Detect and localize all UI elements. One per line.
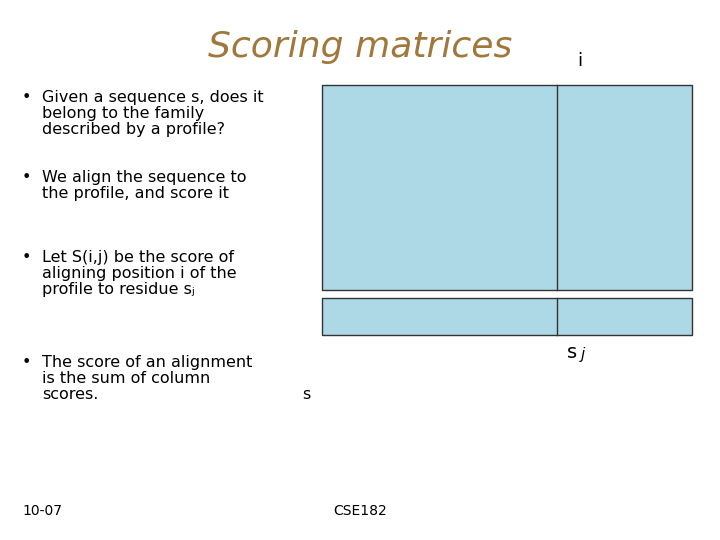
Text: i: i <box>577 52 582 70</box>
Bar <box>322 85 692 290</box>
Text: •: • <box>22 170 32 185</box>
Text: Let S(i,j) be the score of: Let S(i,j) be the score of <box>42 250 234 265</box>
Text: described by a profile?: described by a profile? <box>42 122 225 137</box>
Text: 10-07: 10-07 <box>22 504 62 518</box>
Text: belong to the family: belong to the family <box>42 106 204 121</box>
Text: the profile, and score it: the profile, and score it <box>42 186 229 201</box>
Text: •: • <box>22 250 32 265</box>
Bar <box>322 298 692 335</box>
Text: The score of an alignment: The score of an alignment <box>42 355 253 370</box>
Text: s: s <box>567 343 577 362</box>
Text: CSE182: CSE182 <box>333 504 387 518</box>
Text: We align the sequence to: We align the sequence to <box>42 170 246 185</box>
Text: •: • <box>22 355 32 370</box>
Text: Given a sequence s, does it: Given a sequence s, does it <box>42 90 264 105</box>
Text: Scoring matrices: Scoring matrices <box>208 30 512 64</box>
Text: s: s <box>302 387 310 402</box>
Text: aligning position i of the: aligning position i of the <box>42 266 237 281</box>
Text: profile to residue sⱼ: profile to residue sⱼ <box>42 282 194 297</box>
Text: •: • <box>22 90 32 105</box>
Text: is the sum of column: is the sum of column <box>42 371 210 386</box>
Text: scores.: scores. <box>42 387 99 402</box>
Text: j: j <box>581 347 585 362</box>
